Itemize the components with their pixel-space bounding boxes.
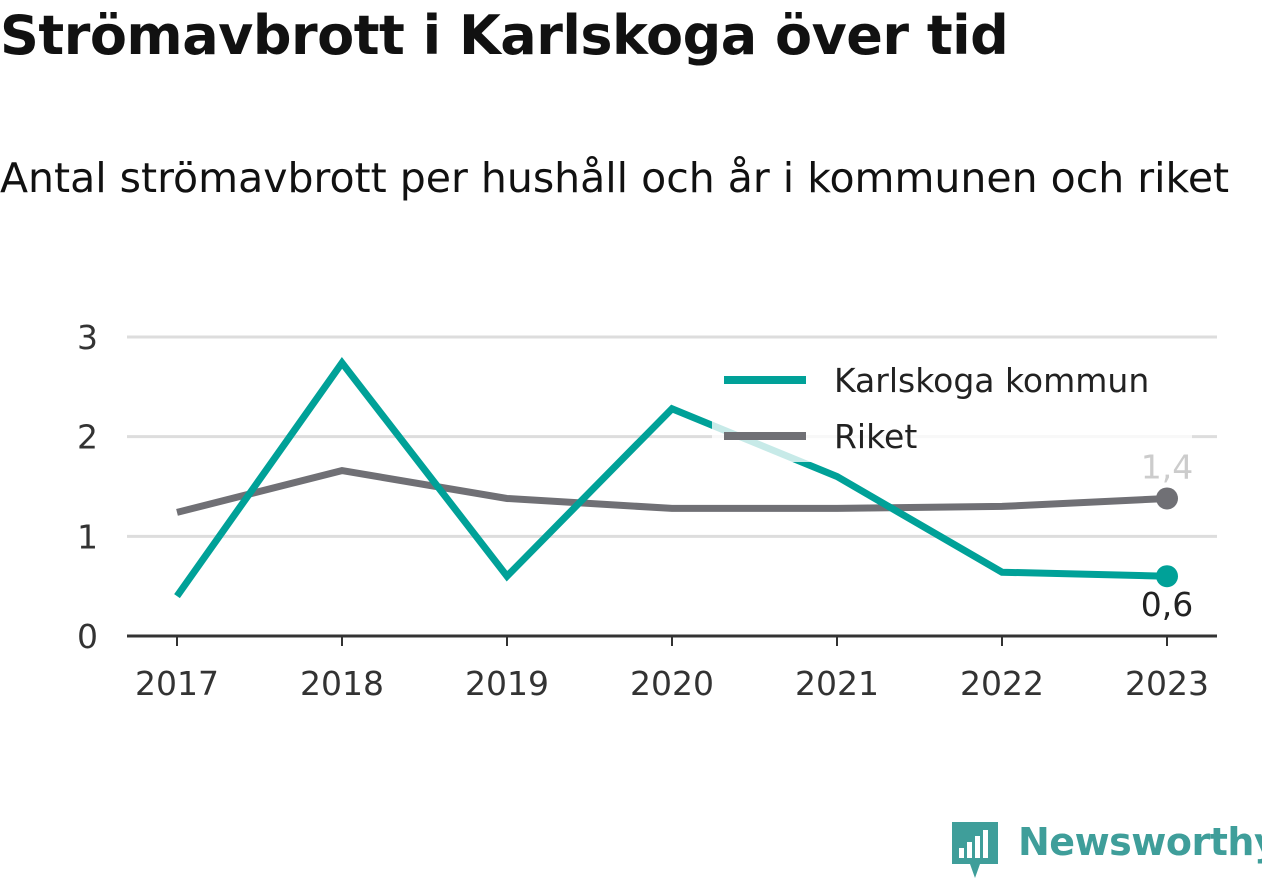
series-lines: [174, 357, 1178, 599]
x-tick-label: 2022: [960, 664, 1044, 703]
x-tick-label: 2020: [630, 664, 714, 703]
y-tick-label: 3: [77, 318, 98, 357]
x-tick-label: 2018: [300, 664, 384, 703]
series-line-karlskoga-kommun: [174, 357, 1168, 599]
y-tick-label: 2: [77, 418, 98, 457]
newsworthy-logo-text: Newsworthy: [1018, 820, 1262, 864]
x-tick-label: 2019: [465, 664, 549, 703]
end-point-marker: [1156, 487, 1178, 510]
end-labels: 0,6 1,4: [1141, 447, 1193, 624]
legend: Karlskoga kommun Riket: [712, 350, 1192, 462]
x-axis: 2017 2018 2019 2020 2021 2022 2023: [127, 634, 1217, 703]
end-label-karlskoga: 0,6: [1141, 585, 1193, 624]
legend-label: Riket: [834, 417, 917, 456]
y-tick-label: 1: [77, 517, 98, 556]
series-line-riket: [176, 466, 1168, 516]
end-label-riket: 1,4: [1141, 447, 1193, 486]
chart-subtitle: Antal strömavbrott per hushåll och år i …: [0, 154, 1230, 202]
x-tick-label: 2023: [1125, 664, 1209, 703]
x-tick-label: 2017: [135, 664, 219, 703]
chart-title: Strömavbrott i Karlskoga över tid: [0, 4, 1009, 67]
legend-label: Karlskoga kommun: [834, 361, 1149, 400]
newsworthy-logo-icon: [952, 822, 998, 878]
x-tick-label: 2021: [795, 664, 879, 703]
newsworthy-logo: Newsworthy: [950, 818, 1262, 878]
y-tick-label: 0: [77, 617, 98, 656]
end-point-marker: [1156, 565, 1178, 588]
y-axis: 0 1 2 3: [77, 318, 98, 656]
legend-background: [712, 350, 1192, 462]
